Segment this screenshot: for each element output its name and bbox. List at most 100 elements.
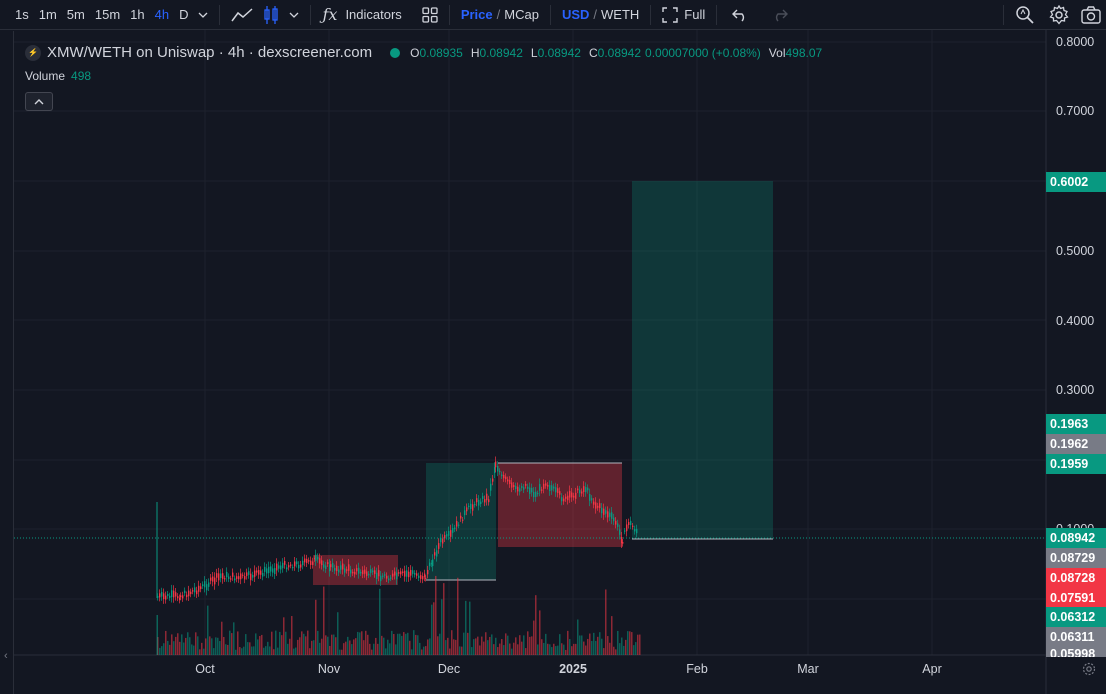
candle-chart-type-icon[interactable] — [258, 0, 284, 30]
candle-body — [622, 541, 624, 544]
candle-body — [535, 491, 537, 498]
line-chart-type-icon[interactable] — [226, 0, 258, 30]
interval-D[interactable]: D — [179, 7, 189, 22]
candle-body — [161, 592, 163, 597]
volume-bar — [173, 641, 175, 655]
settings-gear-icon[interactable] — [1044, 0, 1074, 30]
candle-body — [302, 560, 304, 566]
volume-bar — [227, 644, 229, 655]
zoom-search-icon[interactable] — [1010, 0, 1040, 30]
volume-bar — [497, 647, 499, 655]
volume-bar — [619, 643, 621, 655]
usd-weth-toggle[interactable]: USD / WETH — [561, 7, 640, 22]
snapshot-camera-icon[interactable] — [1076, 0, 1106, 30]
volume-bar — [183, 642, 185, 655]
volume-bar — [623, 645, 625, 655]
candle-body — [571, 492, 573, 498]
volume-bar — [323, 586, 325, 655]
volume-bar — [481, 636, 483, 655]
candle-body — [527, 486, 529, 489]
candle-body — [392, 573, 394, 577]
volume-bar — [427, 639, 429, 655]
volume-bar — [371, 649, 373, 655]
interval-15m[interactable]: 15m — [94, 7, 121, 22]
candle-body — [505, 476, 507, 480]
candle-body — [400, 571, 402, 575]
candle-body — [429, 562, 431, 567]
volume-bar — [365, 630, 367, 655]
price-option[interactable]: Price — [460, 7, 493, 22]
candle-body — [366, 571, 368, 576]
candle-body — [330, 564, 332, 568]
volume-bar — [455, 639, 457, 655]
symbol-title[interactable]: XMW/WETH on Uniswap · 4h · dexscreener.c… — [47, 44, 373, 61]
candle-body — [288, 565, 290, 568]
candle-body — [404, 570, 406, 577]
candle-body — [547, 484, 549, 487]
ohlc-volume: Vol498.07 — [768, 45, 823, 60]
candle-body — [396, 572, 398, 580]
candle-body — [319, 558, 321, 564]
interval-1h[interactable]: 1h — [130, 7, 145, 22]
volume-bar — [357, 631, 359, 655]
volume-bar — [571, 646, 573, 655]
candle-body — [529, 487, 531, 494]
weth-option[interactable]: WETH — [601, 7, 640, 22]
volume-bar — [487, 640, 489, 655]
candle-body — [284, 561, 286, 565]
volume-bar — [603, 648, 605, 655]
volume-bar — [259, 636, 261, 655]
indicators-button[interactable]: ƒx Indicators — [317, 0, 406, 30]
price-change: 0.00007000 (+0.08%) — [645, 45, 761, 60]
volume-bar — [483, 641, 485, 655]
volume-bar — [313, 640, 315, 655]
candle-body — [521, 486, 523, 488]
interval-dropdown-chevron-icon[interactable] — [193, 0, 213, 30]
chart-type-chevron-icon[interactable] — [284, 0, 304, 30]
volume-bar — [557, 645, 559, 655]
left-collapse-chevron-icon[interactable]: ‹ — [4, 650, 8, 662]
candle-body — [171, 590, 173, 598]
candle-body — [484, 499, 486, 503]
redo-icon[interactable] — [767, 0, 793, 30]
undo-icon[interactable] — [727, 0, 753, 30]
volume-bar — [515, 637, 517, 655]
interval-5m[interactable]: 5m — [66, 7, 85, 22]
interval-4h[interactable]: 4h — [154, 7, 170, 22]
volume-bar — [411, 649, 413, 655]
volume-bar — [223, 636, 225, 655]
interval-1m[interactable]: 1m — [38, 7, 57, 22]
ohlc-high: H0.08942 — [470, 45, 523, 60]
volume-bar — [561, 643, 563, 655]
volume-bar — [425, 646, 427, 655]
volume-bar — [363, 640, 365, 655]
volume-bar — [495, 637, 497, 655]
price-mcap-toggle[interactable]: Price / MCap — [460, 7, 539, 22]
volume-bar — [215, 637, 217, 655]
candle-body — [545, 483, 547, 486]
time-tick: 2025 — [559, 662, 587, 676]
usd-option[interactable]: USD — [561, 7, 590, 22]
volume-bar — [303, 633, 305, 655]
volume-bar — [529, 636, 531, 655]
candle-body — [246, 572, 248, 576]
candle-body — [228, 576, 230, 579]
candle-body — [490, 483, 492, 491]
collapse-legend-chevron-up-icon[interactable] — [25, 92, 53, 111]
layout-grid-icon[interactable] — [417, 0, 443, 30]
fullscreen-button[interactable]: Full — [657, 0, 710, 30]
candle-body — [406, 570, 408, 577]
candle-body — [561, 497, 563, 502]
volume-bar — [591, 640, 593, 655]
candle-body — [591, 498, 593, 501]
volume-bar — [629, 631, 631, 655]
price-tag: 0.08728 — [1046, 568, 1106, 588]
volume-bar — [221, 621, 223, 655]
candle-body — [382, 575, 384, 577]
volume-bar — [489, 636, 491, 655]
interval-1s[interactable]: 1s — [15, 7, 29, 22]
mcap-option[interactable]: MCap — [504, 7, 539, 22]
volume-label: Volume — [25, 69, 66, 83]
axis-settings-gear-icon[interactable] — [1082, 662, 1098, 678]
chart-canvas[interactable] — [0, 30, 1106, 694]
